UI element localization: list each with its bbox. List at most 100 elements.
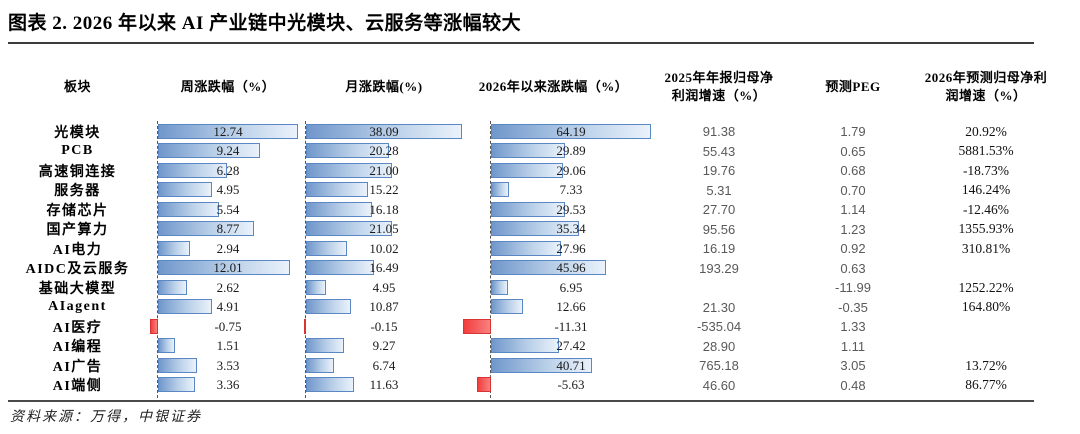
table-row: 高速铜连接 6.28 21.00 29.06 19.76 0.68 -18.73% — [0, 161, 1080, 181]
figure-title: 图表 2. 2026 年以来 AI 产业链中光模块、云服务等涨幅较大 — [8, 13, 522, 34]
column-header: 预测PEG — [825, 79, 881, 95]
sector-label: AIDC及云服务 — [25, 262, 130, 278]
bar-cell-week: 4.91 — [158, 298, 298, 318]
column-header: 2026年预测归母净利 润增速（%） — [924, 70, 1048, 103]
bar-cell-week: 4.95 — [158, 181, 298, 201]
data-bar — [306, 377, 354, 392]
cell-value: 1.51 — [216, 338, 240, 354]
cell-value: 3.36 — [216, 377, 240, 393]
column-header: 2025年年报归母净 利润增速（%） — [664, 70, 774, 103]
table-row: AI医疗 -0.75 -0.15 -11.31 -535.04 1.33 — [0, 317, 1080, 337]
peg-value: 1.79 — [840, 124, 866, 140]
cell-value: 16.49 — [369, 260, 399, 276]
cell-value: 12.01 — [213, 260, 243, 276]
sector-label: 光模块 — [54, 125, 101, 141]
forecast-2026-value: 20.92% — [965, 123, 1007, 139]
cell-value: 21.00 — [369, 162, 399, 178]
profit-2025-value: 16.19 — [702, 241, 736, 257]
data-bar — [491, 201, 565, 217]
bar-cell-ytd: 45.96 — [491, 259, 651, 279]
cell-value: 6.28 — [216, 162, 240, 178]
profit-2025-value: 91.38 — [702, 124, 736, 140]
bar-cell-month: 15.22 — [306, 181, 462, 201]
data-bar — [491, 299, 523, 314]
bar-cell-month: 38.09 — [306, 122, 462, 142]
bar-cell-week: 5.54 — [158, 200, 298, 220]
cell-value: 4.91 — [216, 299, 240, 315]
sector-label: 存储芯片 — [46, 203, 109, 219]
table-row: 国产算力 8.77 21.05 35.34 95.56 1.23 1355.93% — [0, 220, 1080, 240]
sector-label: AI电力 — [52, 242, 103, 258]
bar-cell-ytd: 40.71 — [491, 356, 651, 376]
data-bar — [491, 143, 566, 158]
table-row: AIagent 4.91 10.87 12.66 21.30 -0.35 164.80% — [0, 298, 1080, 318]
profit-2025-value: -535.04 — [696, 319, 742, 335]
sector-label: 服务器 — [54, 184, 101, 200]
peg-value: 1.23 — [840, 221, 866, 237]
bar-cell-month: 16.49 — [306, 259, 462, 279]
forecast-2026-value: 1252.22% — [958, 279, 1014, 295]
bar-cell-ytd: 6.95 — [491, 278, 651, 298]
bar-cell-ytd: 12.66 — [491, 298, 651, 318]
peg-value: 0.63 — [840, 260, 866, 276]
data-bar — [306, 123, 462, 139]
data-bar — [306, 338, 344, 353]
forecast-2026-value: -18.73% — [962, 162, 1010, 178]
data-bar — [304, 318, 306, 334]
cell-value: 20.28 — [369, 143, 399, 159]
sector-label: AIagent — [48, 299, 107, 315]
cell-value: 45.96 — [556, 260, 586, 276]
peg-value: 0.48 — [840, 377, 866, 393]
cell-value: 21.05 — [369, 221, 399, 237]
data-bar — [158, 123, 298, 139]
sector-label: AI端侧 — [52, 379, 103, 395]
data-bar — [158, 357, 197, 373]
bar-cell-week: 12.01 — [158, 259, 298, 279]
data-bar — [306, 201, 373, 217]
profit-2025-value: 19.76 — [702, 163, 736, 179]
bar-cell-ytd: 35.34 — [491, 220, 651, 240]
sector-label: AI广告 — [52, 359, 103, 375]
forecast-2026-value — [911, 317, 1061, 337]
data-bar — [158, 338, 175, 353]
bar-cell-ytd: -11.31 — [462, 317, 651, 337]
table-row: AI电力 2.94 10.02 27.96 16.19 0.92 310.81% — [0, 239, 1080, 259]
data-bar — [158, 377, 195, 392]
profit-2025-value: 27.70 — [702, 202, 736, 218]
cell-value: 11.63 — [369, 377, 399, 393]
data-bar — [158, 299, 212, 314]
cell-value: -5.63 — [557, 377, 585, 393]
bar-cell-month: 11.63 — [306, 376, 462, 396]
cell-value: 12.66 — [556, 299, 586, 315]
sector-label: AI医疗 — [52, 320, 103, 336]
bar-cell-month: 10.87 — [306, 298, 462, 318]
title-divider-line — [8, 42, 1034, 44]
bar-cell-month: 20.28 — [306, 142, 462, 162]
data-bar — [306, 143, 390, 158]
column-header: 板块 — [63, 79, 91, 95]
bar-cell-week: 3.53 — [158, 356, 298, 376]
cell-value: -0.15 — [370, 318, 398, 334]
column-header: 2026年以来涨跌幅（%） — [478, 79, 629, 95]
data-bar — [306, 182, 369, 197]
cell-value: 5.54 — [216, 201, 240, 217]
profit-2025-value: 55.43 — [702, 143, 736, 159]
bar-cell-month: 6.74 — [306, 356, 462, 376]
zero-axis-ytd — [490, 121, 491, 398]
data-bar — [158, 182, 213, 197]
column-header: 月涨跌幅(%) — [345, 79, 423, 95]
cell-value: -0.75 — [214, 318, 242, 334]
bar-cell-week: 8.77 — [158, 220, 298, 240]
data-bar — [306, 260, 374, 275]
data-bar — [306, 221, 393, 236]
table-row: AI端侧 3.36 11.63 -5.63 46.60 0.48 86.77% — [0, 376, 1080, 396]
bar-cell-month: 16.18 — [306, 200, 462, 220]
peg-value: 1.14 — [840, 202, 866, 218]
cell-value: 27.42 — [556, 338, 586, 354]
data-source-note: 资料来源：万得，中银证券 — [10, 410, 202, 425]
cell-value: 8.77 — [216, 221, 240, 237]
profit-2025-value: 765.18 — [699, 358, 739, 374]
bar-cell-ytd: 27.42 — [491, 337, 651, 357]
bar-cell-month: 10.02 — [306, 239, 462, 259]
